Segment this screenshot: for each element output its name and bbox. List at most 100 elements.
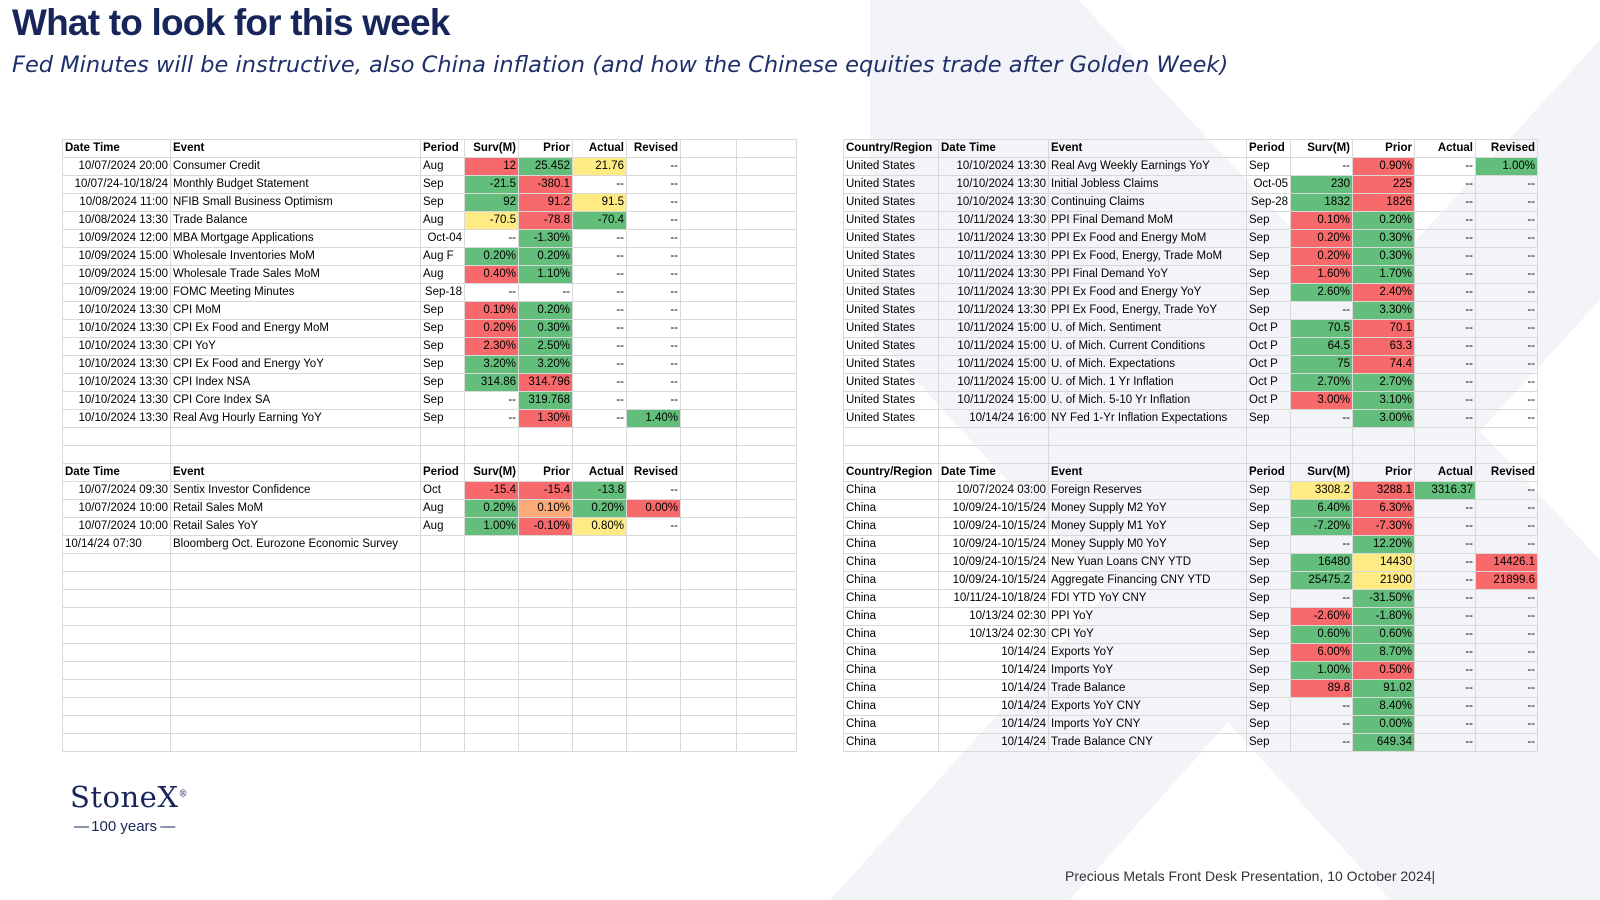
cell-period: Sep xyxy=(1246,211,1291,230)
empty-cell xyxy=(736,535,797,554)
cell-dt: 10/09/2024 19:00 xyxy=(62,283,171,302)
table-row: 10/10/2024 13:30 Real Avg Hourly Earning … xyxy=(62,409,797,428)
cell-event: Imports YoY CNY xyxy=(1048,715,1247,734)
cell-revised: -- xyxy=(626,319,681,338)
cell-surv: -- xyxy=(1290,715,1353,734)
cell-surv: 3.00% xyxy=(1290,391,1353,410)
cell-event: Initial Jobless Claims xyxy=(1048,175,1247,194)
cell-dt: 10/11/2024 13:30 xyxy=(938,265,1049,284)
empty-cell xyxy=(1246,445,1291,464)
cell-country: United States xyxy=(843,157,939,176)
cell-revised: -- xyxy=(1475,643,1538,662)
cell-revised: -- xyxy=(626,283,681,302)
cell-revised: -- xyxy=(626,337,681,356)
cell-event: U. of Mich. 1 Yr Inflation xyxy=(1048,373,1247,392)
cell-period: Sep xyxy=(420,409,465,428)
cell-actual: -- xyxy=(1414,517,1476,536)
empty-cell xyxy=(518,427,573,446)
cell-actual: -- xyxy=(1414,193,1476,212)
table-row: 10/09/2024 19:00 FOMC Meeting Minutes Sep-… xyxy=(62,283,797,302)
cell-dt: 10/13/24 02:30 xyxy=(938,607,1049,626)
empty-cell xyxy=(626,715,681,734)
cell-prior: 8.40% xyxy=(1352,697,1415,716)
column-header: Date Time xyxy=(938,139,1049,158)
empty-cell xyxy=(626,427,681,446)
table-row: China 10/14/24 Imports YoY Sep 1.00% 0.50% -- -… xyxy=(843,661,1538,680)
cell-actual: -- xyxy=(1414,535,1476,554)
empty-cell xyxy=(680,373,737,392)
table-row xyxy=(62,643,797,662)
cell-country: United States xyxy=(843,175,939,194)
cell-surv: 230 xyxy=(1290,175,1353,194)
empty-cell xyxy=(680,607,737,626)
empty-cell xyxy=(518,679,573,698)
empty-cell xyxy=(736,319,797,338)
cell-revised: -- xyxy=(626,355,681,374)
us-calendar-table: Date Time Event Period Surv(M) Prior Actual Re… xyxy=(62,139,797,464)
cell-country: United States xyxy=(843,247,939,266)
cell-period: Oct P xyxy=(1246,391,1291,410)
cell-dt: 10/10/2024 13:30 xyxy=(62,409,171,428)
cell-event: Trade Balance xyxy=(170,211,421,230)
cell-surv: 70.5 xyxy=(1290,319,1353,338)
table-header-row: Country/Region Date Time Event Period Surv(M… xyxy=(843,463,1538,482)
cell-revised: -- xyxy=(1475,193,1538,212)
empty-cell xyxy=(626,643,681,662)
cell-period: Sep xyxy=(1246,625,1291,644)
eurozone-calendar-table: Date Time Event Period Surv(M) Prior Actual Re… xyxy=(62,463,797,752)
empty-cell xyxy=(62,733,171,752)
cell-period: Sep xyxy=(1246,733,1291,752)
empty-cell xyxy=(572,589,627,608)
cell-surv: 0.20% xyxy=(464,247,519,266)
empty-cell xyxy=(170,697,421,716)
cell-prior xyxy=(518,535,573,554)
cell-surv: 2.70% xyxy=(1290,373,1353,392)
cell-country: China xyxy=(843,481,939,500)
cell-period: Sep xyxy=(1246,247,1291,266)
cell-surv: 0.20% xyxy=(1290,229,1353,248)
cell-dt: 10/10/2024 13:30 xyxy=(62,373,171,392)
empty-cell xyxy=(736,571,797,590)
cell-surv: 0.20% xyxy=(1290,247,1353,266)
table-row: 10/09/2024 15:00 Wholesale Inventories Mo… xyxy=(62,247,797,266)
column-header: Event xyxy=(170,139,421,158)
cell-dt: 10/11/2024 15:00 xyxy=(938,355,1049,374)
table-row: 10/08/2024 11:00 NFIB Small Business Opti… xyxy=(62,193,797,212)
cell-event: PPI Ex Food, Energy, Trade YoY xyxy=(1048,301,1247,320)
empty-cell xyxy=(170,715,421,734)
cell-surv: 0.20% xyxy=(464,499,519,518)
empty-cell xyxy=(420,553,465,572)
us-calendar-table-2: Country/Region Date Time Event Period Surv(M… xyxy=(843,139,1538,464)
table-row: 10/10/2024 13:30 CPI MoM Sep 0.10% 0.20% -- -- xyxy=(62,301,797,320)
empty-cell xyxy=(518,643,573,662)
table-row: United States 10/14/24 16:00 NY Fed 1-Yr I… xyxy=(843,409,1538,428)
table-row: China 10/09/24-10/15/24 Money Supply M1 Yo… xyxy=(843,517,1538,536)
cell-event: CPI Index NSA xyxy=(170,373,421,392)
cell-revised: -- xyxy=(1475,697,1538,716)
empty-cell xyxy=(736,373,797,392)
empty-cell xyxy=(420,571,465,590)
empty-cell xyxy=(518,715,573,734)
cell-period: Sep xyxy=(1246,715,1291,734)
cell-prior: -15.4 xyxy=(518,481,573,500)
empty-cell xyxy=(572,553,627,572)
empty-cell xyxy=(170,625,421,644)
cell-event: CPI Ex Food and Energy MoM xyxy=(170,319,421,338)
page-subtitle: Fed Minutes will be instructive, also Ch… xyxy=(12,52,1229,78)
empty-cell xyxy=(680,211,737,230)
cell-revised: -- xyxy=(626,247,681,266)
cell-dt: 10/09/2024 15:00 xyxy=(62,265,171,284)
cell-event: Consumer Credit xyxy=(170,157,421,176)
cell-actual: -- xyxy=(1414,265,1476,284)
cell-prior: 0.30% xyxy=(518,319,573,338)
empty-cell xyxy=(420,427,465,446)
empty-cell xyxy=(680,175,737,194)
cell-prior: -- xyxy=(518,283,573,302)
cell-prior: 314.796 xyxy=(518,373,573,392)
cell-surv: 1.00% xyxy=(464,517,519,536)
column-header: Revised xyxy=(626,463,681,482)
empty-cell xyxy=(736,247,797,266)
cell-revised: -- xyxy=(1475,679,1538,698)
cell-event: Foreign Reserves xyxy=(1048,481,1247,500)
cell-dt: 10/11/2024 15:00 xyxy=(938,337,1049,356)
